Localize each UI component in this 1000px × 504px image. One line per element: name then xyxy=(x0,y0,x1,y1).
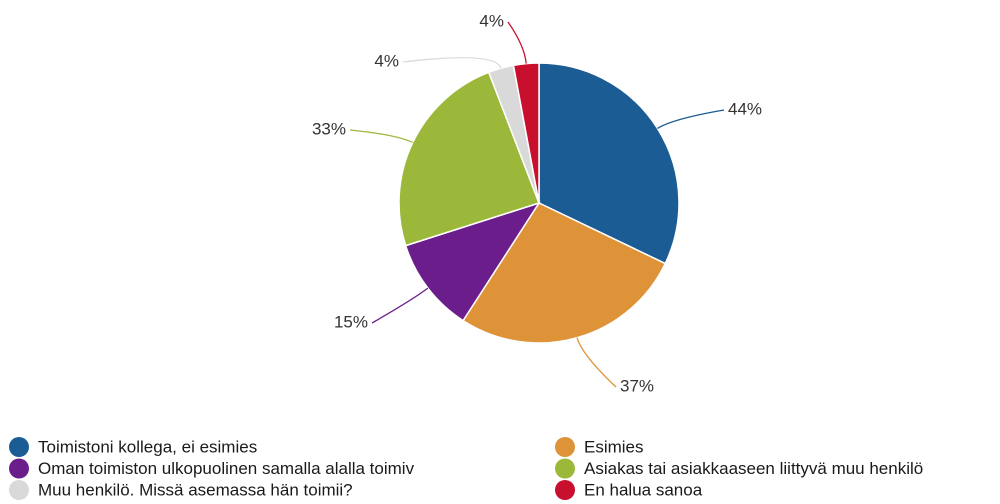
legend-label: Esimies xyxy=(584,437,644,456)
leader-line xyxy=(507,21,527,64)
legend-swatch xyxy=(555,458,575,479)
leader-line xyxy=(349,129,414,144)
legend-swatch xyxy=(9,480,29,500)
pie-slice xyxy=(398,71,540,247)
legend-swatch xyxy=(555,437,575,457)
legend-label: Muu henkilö. Missä asemassa hän toimii? xyxy=(38,480,353,499)
legend-label: Oman toimiston ulkopuolinen samalla alal… xyxy=(38,459,415,478)
slice-label: 4% xyxy=(479,11,504,30)
legend-label: Toimistoni kollega, ei esimies xyxy=(38,437,257,456)
pie-slice xyxy=(404,201,541,322)
slice-label: 33% xyxy=(312,119,346,138)
leader-line xyxy=(657,109,725,129)
pie-slice xyxy=(538,62,680,265)
legend-label: Asiakas tai asiakkaaseen liittyvä muu he… xyxy=(584,459,923,478)
legend-swatch xyxy=(9,458,29,479)
leader-line xyxy=(402,57,502,69)
legend-swatch xyxy=(555,480,575,500)
legend-label: En halua sanoa xyxy=(584,480,703,499)
slice-label: 44% xyxy=(728,99,762,118)
leader-line xyxy=(576,337,617,388)
slice-label: 37% xyxy=(620,376,654,395)
slice-label: 4% xyxy=(374,51,399,70)
leader-line xyxy=(371,287,429,324)
legend-swatch xyxy=(9,437,29,457)
pie-slice xyxy=(512,62,540,204)
slice-label: 15% xyxy=(334,312,368,331)
pie-slice xyxy=(462,202,667,344)
